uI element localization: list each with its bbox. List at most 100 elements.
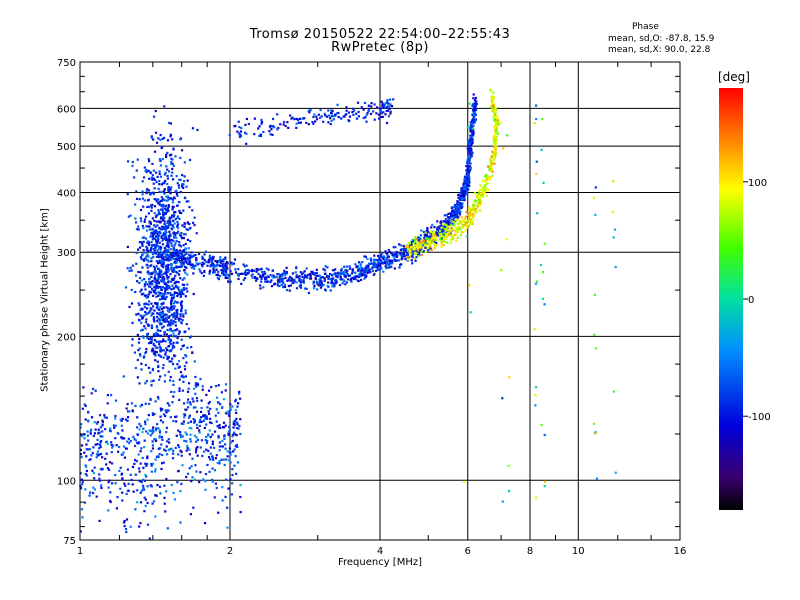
data-point: [160, 264, 163, 267]
data-point: [156, 230, 159, 234]
data-point: [97, 428, 100, 431]
data-point: [172, 278, 175, 282]
data-point: [153, 198, 156, 201]
data-point: [155, 272, 158, 275]
data-point: [469, 213, 472, 216]
data-point: [143, 355, 146, 358]
data-point: [224, 478, 228, 481]
data-point: [155, 235, 158, 238]
data-point: [465, 169, 468, 172]
data-point: [168, 308, 171, 311]
data-point: [430, 248, 433, 252]
data-point: [349, 279, 352, 282]
data-point: [302, 281, 306, 284]
data-point: [141, 193, 144, 196]
data-point: [179, 260, 182, 264]
data-point: [454, 211, 457, 214]
data-point: [167, 246, 170, 249]
data-point: [175, 258, 178, 261]
data-point: [467, 148, 470, 152]
data-point: [149, 193, 152, 196]
data-point: [187, 416, 191, 419]
data-point: [159, 345, 162, 348]
data-point: [158, 485, 162, 488]
data-point: [172, 267, 175, 270]
data-point: [369, 259, 373, 262]
data-point: [312, 282, 315, 285]
data-point: [126, 193, 129, 196]
data-point: [485, 194, 488, 198]
data-point: [420, 239, 423, 242]
data-point: [237, 274, 240, 277]
data-point: [507, 464, 510, 467]
data-point: [160, 204, 163, 207]
data-point: [159, 175, 163, 178]
data-point: [287, 284, 291, 288]
data-point: [534, 404, 537, 407]
data-point: [440, 226, 443, 229]
data-point: [428, 247, 431, 250]
data-point: [494, 129, 498, 132]
data-point: [156, 423, 159, 426]
data-point: [156, 239, 159, 242]
data-point: [134, 221, 138, 224]
data-point: [138, 241, 141, 244]
data-point: [271, 117, 275, 121]
data-point: [82, 386, 85, 389]
data-point: [121, 429, 124, 432]
data-point: [159, 415, 162, 418]
data-point: [193, 420, 196, 423]
data-point: [315, 118, 319, 121]
data-point: [131, 160, 134, 164]
data-point: [214, 259, 217, 263]
data-point: [147, 240, 150, 243]
data-point: [439, 235, 443, 238]
data-point: [164, 298, 167, 301]
data-point: [155, 351, 158, 354]
data-point: [198, 421, 201, 424]
data-point: [158, 203, 161, 206]
data-point: [499, 121, 503, 124]
data-point: [269, 273, 272, 277]
data-point: [145, 464, 148, 467]
data-point: [95, 422, 99, 425]
data-point: [491, 102, 494, 105]
data-point: [124, 484, 127, 487]
data-point: [160, 292, 164, 295]
data-point: [158, 271, 161, 275]
data-point: [348, 115, 352, 118]
data-point: [239, 130, 243, 133]
data-point: [121, 499, 124, 502]
data-point: [158, 255, 161, 259]
data-point: [233, 423, 237, 427]
data-point: [495, 131, 498, 135]
data-point: [177, 317, 180, 320]
data-point: [163, 287, 166, 290]
data-point: [474, 200, 477, 203]
data-point: [320, 280, 323, 283]
data-point: [330, 111, 333, 115]
data-point: [385, 267, 388, 270]
data-point: [150, 380, 153, 383]
data-point: [373, 258, 377, 262]
data-point: [244, 123, 247, 126]
data-point: [165, 245, 168, 248]
data-point: [272, 276, 275, 279]
data-point: [166, 348, 169, 352]
data-point: [179, 277, 182, 280]
data-point: [158, 313, 162, 316]
data-point: [173, 222, 176, 225]
data-point: [302, 279, 305, 282]
data-point: [123, 482, 126, 485]
data-point: [155, 198, 158, 201]
data-point: [201, 257, 204, 260]
data-point: [165, 264, 168, 267]
data-point: [170, 186, 173, 189]
data-point: [346, 269, 349, 272]
data-point: [492, 135, 495, 138]
data-point: [193, 216, 196, 219]
data-point: [356, 269, 360, 272]
data-point: [411, 252, 415, 255]
data-point: [330, 119, 333, 122]
data-point: [372, 110, 375, 113]
